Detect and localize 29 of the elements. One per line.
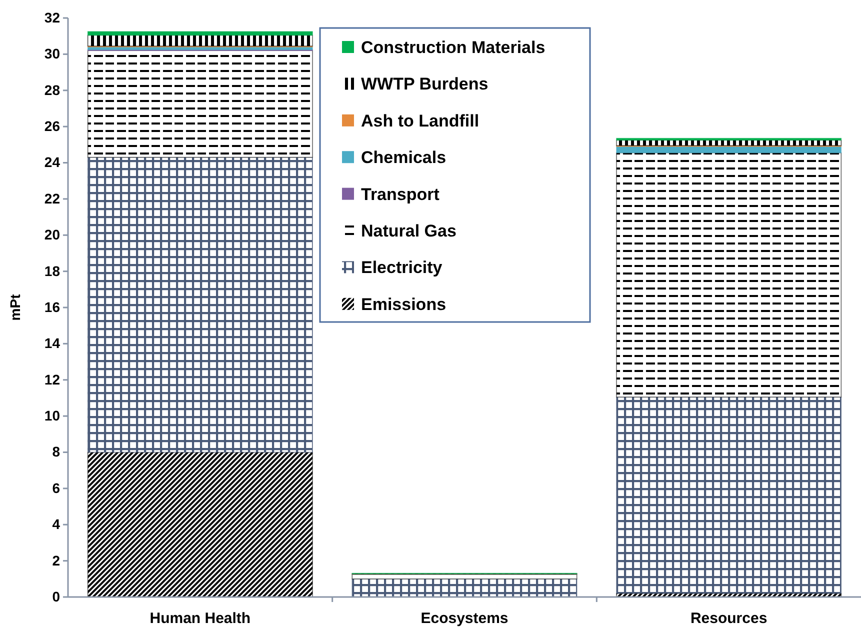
y-axis-title: mPt bbox=[7, 294, 23, 321]
y-tick-label: 32 bbox=[44, 9, 60, 26]
y-tick-label: 22 bbox=[44, 190, 60, 206]
y-tick-label: 2 bbox=[52, 552, 60, 568]
x-tick-label: Resources bbox=[690, 610, 768, 627]
legend-label: Construction Materials bbox=[361, 38, 546, 57]
y-tick-label: 30 bbox=[44, 46, 60, 62]
legend-label: Natural Gas bbox=[361, 222, 456, 240]
legend-label: Emissions bbox=[361, 294, 446, 314]
x-tick-label: Ecosystems bbox=[420, 610, 508, 627]
legend-label: WWTP Burdens bbox=[361, 74, 488, 94]
x-tick-label: Human Health bbox=[150, 610, 251, 627]
y-tick-label: 16 bbox=[44, 298, 60, 315]
y-tick-label: 18 bbox=[44, 262, 60, 279]
legend-label: Electricity bbox=[361, 258, 443, 278]
y-tick-label: 12 bbox=[44, 371, 60, 388]
y-tick-label: 24 bbox=[44, 154, 60, 170]
legend-label: Chemicals bbox=[361, 148, 446, 168]
y-tick-label: 0 bbox=[52, 588, 60, 604]
y-tick-label: 4 bbox=[52, 516, 60, 532]
y-tick-label: 14 bbox=[44, 335, 60, 352]
y-tick-label: 8 bbox=[52, 444, 60, 460]
y-tick-label: 10 bbox=[44, 408, 60, 424]
y-tick-label: 28 bbox=[44, 82, 60, 98]
legend-label: Ash to Landfill bbox=[361, 111, 480, 130]
y-tick-label: 20 bbox=[44, 226, 60, 243]
y-tick-label: 6 bbox=[52, 480, 60, 496]
legend-label: Transport bbox=[361, 184, 440, 204]
y-tick-label: 26 bbox=[44, 118, 60, 134]
